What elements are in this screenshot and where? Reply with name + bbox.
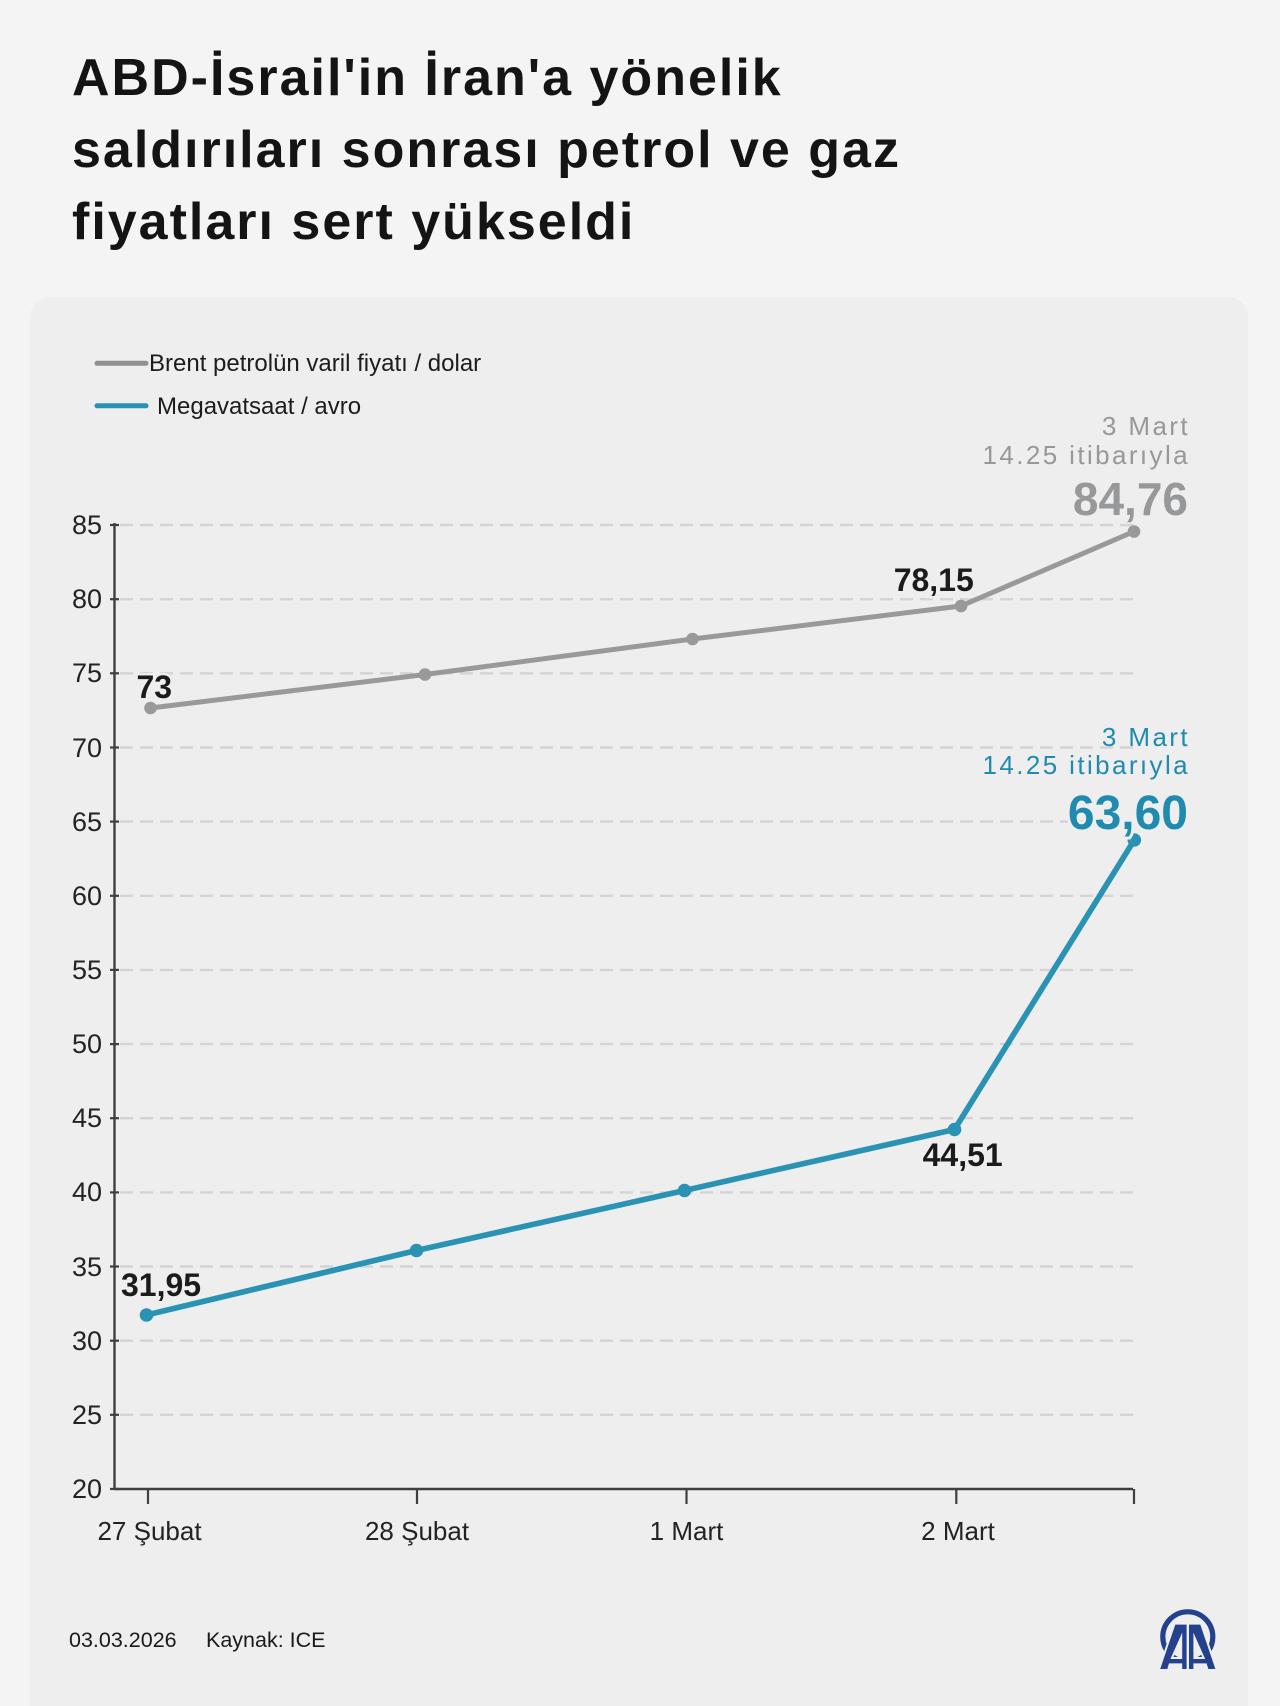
svg-text:55: 55 bbox=[72, 955, 102, 985]
svg-text:1 Mart: 1 Mart bbox=[650, 1516, 724, 1546]
svg-text:28 Şubat: 28 Şubat bbox=[365, 1516, 470, 1546]
svg-text:3 Mart: 3 Mart bbox=[1102, 411, 1190, 441]
svg-text:20: 20 bbox=[72, 1474, 102, 1504]
svg-text:30: 30 bbox=[72, 1326, 102, 1356]
svg-text:Brent petrolün varil fiyatı /: Brent petrolün varil fiyatı / dolar bbox=[149, 350, 481, 377]
svg-text:44,51: 44,51 bbox=[923, 1137, 1003, 1173]
svg-text:85: 85 bbox=[72, 510, 102, 540]
svg-text:70: 70 bbox=[72, 733, 102, 763]
svg-text:40: 40 bbox=[72, 1177, 102, 1207]
svg-text:2 Mart: 2 Mart bbox=[921, 1516, 995, 1546]
svg-text:14.25 itibarıyla: 14.25 itibarıyla bbox=[982, 750, 1190, 780]
svg-text:65: 65 bbox=[72, 807, 102, 837]
svg-text:80: 80 bbox=[72, 584, 102, 614]
svg-text:Megavatsaat / avro: Megavatsaat / avro bbox=[157, 393, 361, 420]
svg-text:03.03.2026: 03.03.2026 bbox=[69, 1628, 177, 1652]
svg-text:14.25 itibarıyla: 14.25 itibarıyla bbox=[982, 440, 1190, 470]
svg-text:84,76: 84,76 bbox=[1073, 473, 1188, 525]
svg-text:Kaynak: ICE: Kaynak: ICE bbox=[206, 1628, 326, 1652]
svg-text:31,95: 31,95 bbox=[121, 1267, 201, 1303]
svg-text:45: 45 bbox=[72, 1103, 102, 1133]
svg-text:78,15: 78,15 bbox=[894, 562, 974, 598]
svg-text:3 Mart: 3 Mart bbox=[1102, 722, 1190, 752]
svg-text:35: 35 bbox=[72, 1252, 102, 1282]
svg-text:25: 25 bbox=[72, 1400, 102, 1430]
svg-text:50: 50 bbox=[72, 1029, 102, 1059]
svg-text:73: 73 bbox=[137, 669, 173, 705]
svg-text:60: 60 bbox=[72, 881, 102, 911]
svg-text:75: 75 bbox=[72, 658, 102, 688]
svg-text:27 Şubat: 27 Şubat bbox=[97, 1516, 202, 1546]
svg-text:63,60: 63,60 bbox=[1068, 787, 1188, 840]
